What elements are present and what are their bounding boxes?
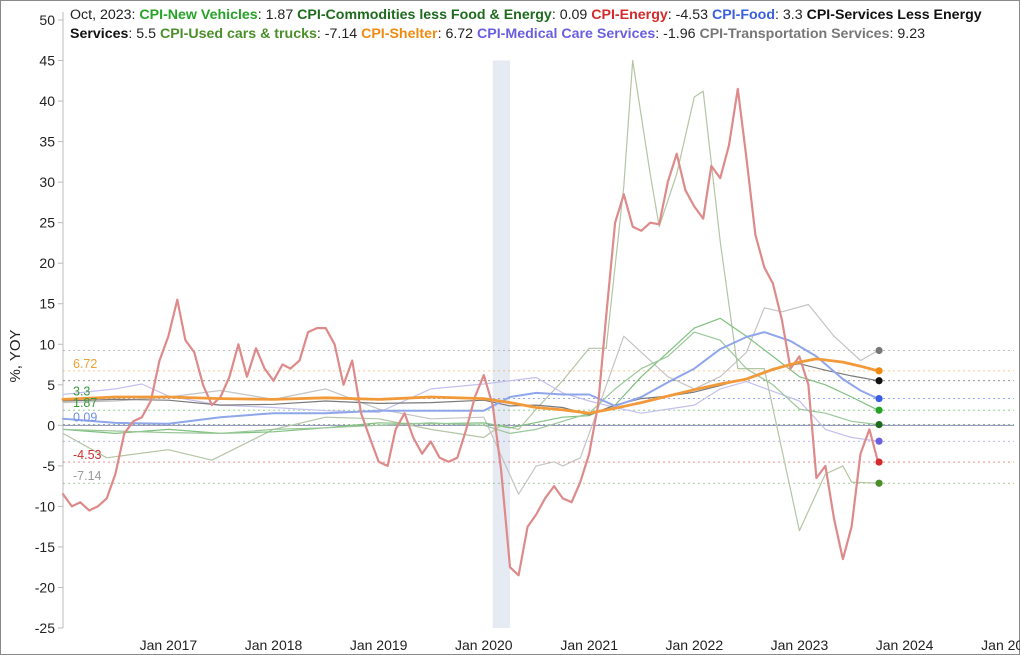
series-end-marker xyxy=(875,406,883,414)
x-tick-label: Jan 2022 xyxy=(666,637,724,653)
x-tick-label: Jan 2023 xyxy=(771,637,829,653)
legend-value-new-vehicles: 1.87 xyxy=(265,7,294,23)
series-end-marker xyxy=(875,458,883,466)
reference-value-label: 0.09 xyxy=(73,411,97,425)
y-tick-label: -25 xyxy=(35,620,55,636)
series-end-marker xyxy=(875,346,883,355)
legend-value-shelter: 6.72 xyxy=(445,26,474,42)
y-tick-label: 0 xyxy=(47,417,55,433)
y-tick-label: -20 xyxy=(35,579,55,595)
legend-date: Oct, 2023 xyxy=(70,7,132,23)
series-end-marker xyxy=(875,437,883,445)
legend-value-food: 3.3 xyxy=(782,7,803,23)
recession-band xyxy=(492,60,510,629)
legend-value-energy: -4.53 xyxy=(675,7,708,23)
y-tick-label: 40 xyxy=(39,93,55,109)
y-tick-label: 45 xyxy=(39,53,55,69)
reference-value-label: -4.53 xyxy=(73,448,102,462)
series-line xyxy=(61,357,880,415)
legend-value-core-services: 5.5 xyxy=(136,26,157,42)
reference-value-label: 3.3 xyxy=(73,385,90,399)
legend-series-food[interactable]: CPI-Food xyxy=(711,7,775,23)
legend-series-energy[interactable]: CPI-Energy xyxy=(591,7,668,23)
x-tick-label: Jan 2024 xyxy=(876,637,934,653)
y-tick-label: 35 xyxy=(39,134,55,150)
legend-series-core-services[interactable]: CPI-Services Less Energy Services xyxy=(70,7,982,42)
x-tick-label: Jan 2019 xyxy=(350,637,408,653)
series-line xyxy=(61,87,880,577)
y-tick-label: -5 xyxy=(43,458,56,474)
legend-value-transportation-services: 9.23 xyxy=(897,26,925,42)
y-tick-label: 5 xyxy=(47,377,55,393)
y-tick-label: 20 xyxy=(39,255,55,271)
y-tick-label: 15 xyxy=(39,296,55,312)
y-tick-label: 25 xyxy=(39,215,55,231)
series-end-marker xyxy=(875,479,883,487)
y-tick-label: 10 xyxy=(39,336,55,352)
legend-value-medical-services: -1.96 xyxy=(663,26,696,42)
y-tick-label: 50 xyxy=(39,12,55,28)
series-line xyxy=(62,317,879,434)
y-tick-label: -15 xyxy=(35,539,55,555)
y-tick-label: 30 xyxy=(39,174,55,190)
series-end-marker xyxy=(875,394,883,403)
legend-series-used-cars[interactable]: CPI-Used cars & trucks xyxy=(159,26,317,42)
series-end-marker xyxy=(875,421,883,429)
legend-series-new-vehicles[interactable]: CPI-New Vehicles xyxy=(139,7,258,23)
reference-value-label: 6.72 xyxy=(73,357,97,371)
y-tick-label: -10 xyxy=(35,498,55,514)
legend-value-used-cars: -7.14 xyxy=(324,26,358,42)
x-tick-label: Jan 2018 xyxy=(245,637,303,653)
reference-value-label: -7.14 xyxy=(73,469,102,483)
legend-series-shelter[interactable]: CPI-Shelter xyxy=(361,26,438,42)
reference-value-label: 1.87 xyxy=(73,396,97,410)
series-line xyxy=(62,331,880,425)
legend-series-core-commodities[interactable]: CPI-Commodities less Food & Energy xyxy=(297,7,552,23)
series-line xyxy=(62,331,879,434)
y-axis-label: %, YOY xyxy=(7,329,24,382)
series-end-marker xyxy=(875,377,883,385)
x-tick-label: Jan 2020 xyxy=(455,637,513,653)
series-line xyxy=(62,59,879,532)
legend-series-transportation-services[interactable]: CPI-Transportation Services xyxy=(699,26,890,42)
legend-series-medical-services[interactable]: CPI-Medical Care Services xyxy=(477,26,656,42)
series-end-marker xyxy=(875,367,883,375)
series-line xyxy=(62,363,879,416)
x-tick-label: Jan 2021 xyxy=(560,637,618,653)
legend-value-core-commodities: 0.09 xyxy=(559,7,588,23)
legend: Oct, 2023: CPI-New Vehicles: 1.87 CPI-Co… xyxy=(70,7,982,42)
x-tick-label: Jan 2017 xyxy=(140,637,198,653)
